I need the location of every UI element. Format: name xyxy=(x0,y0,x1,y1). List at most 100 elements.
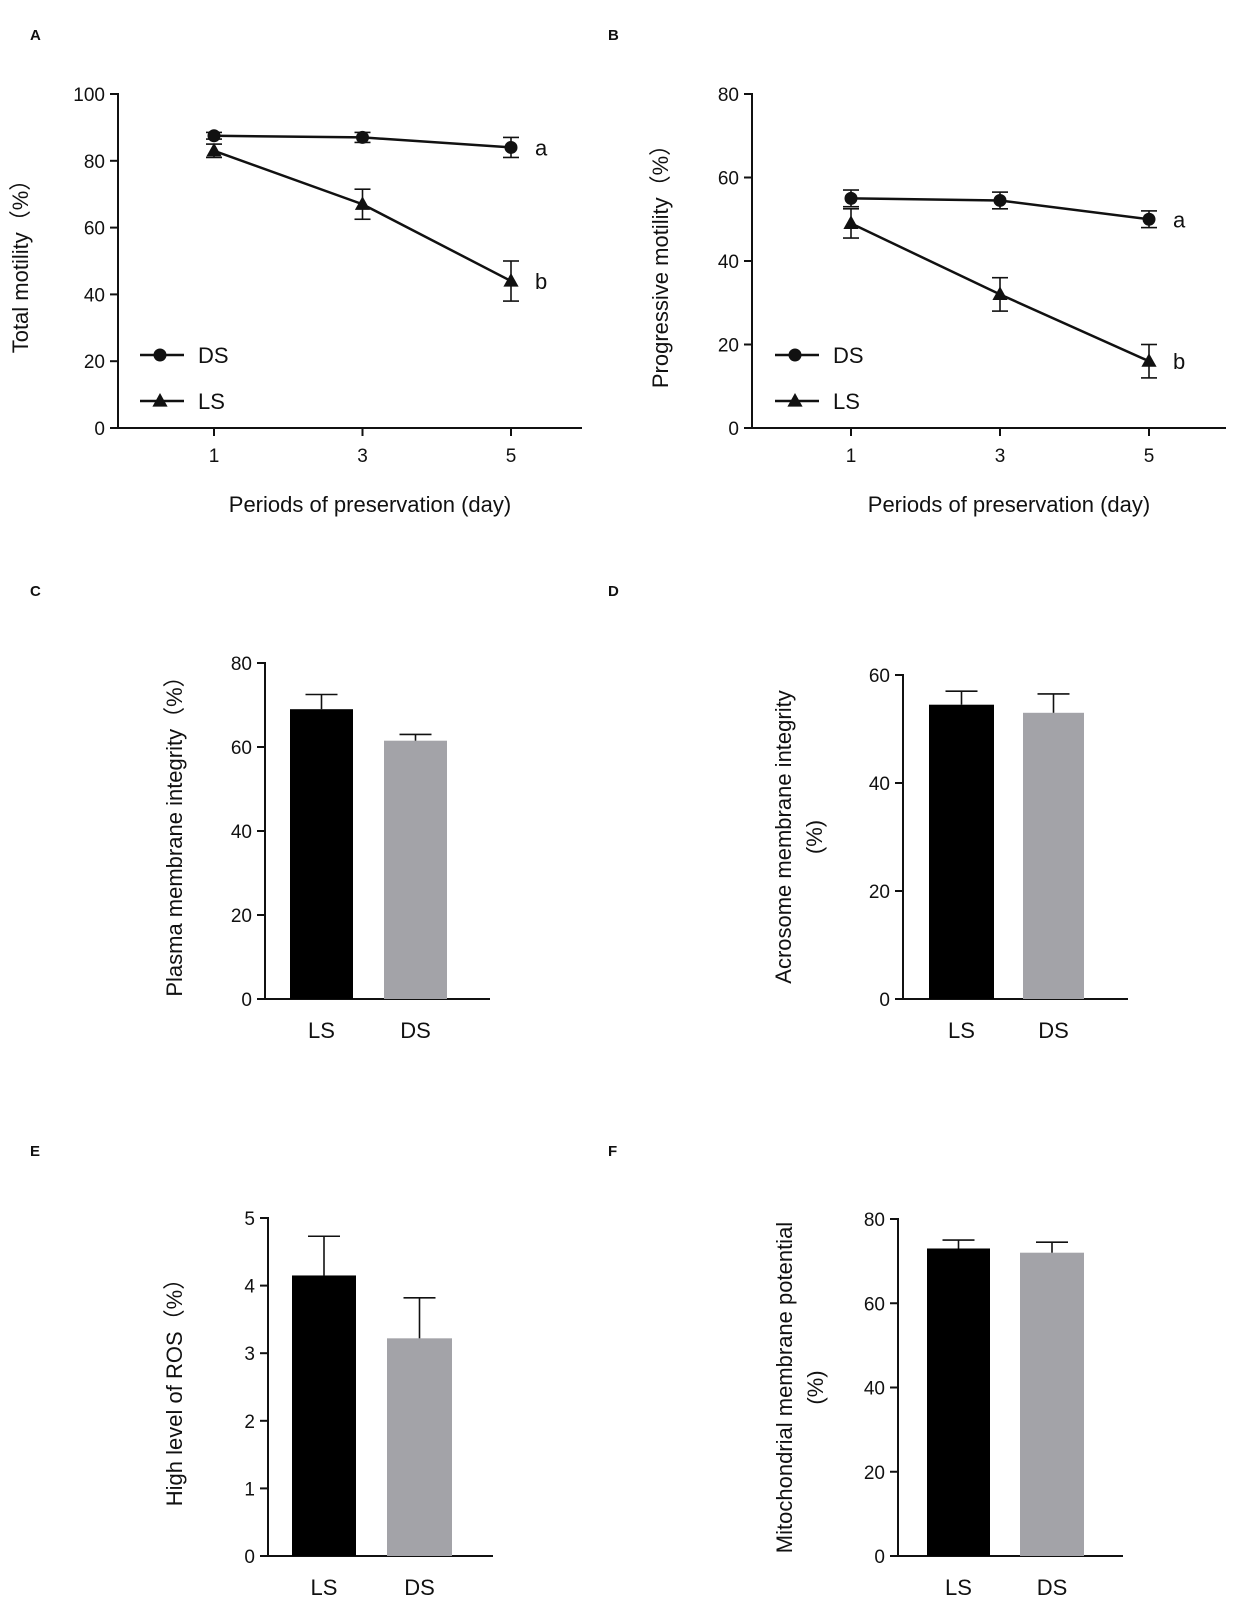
panel-c-y-tick-label: 80 xyxy=(231,654,252,675)
panel-b-legend-label: DS xyxy=(833,343,864,368)
panel-f-x-tick-label: DS xyxy=(1037,1575,1068,1597)
panel-f-y-tick-label: 20 xyxy=(864,1463,885,1484)
panel-d-x-tick-label: LS xyxy=(948,1018,975,1043)
panel-b-series-ls-point xyxy=(992,286,1008,300)
panel-a-series-ds-point xyxy=(504,140,518,154)
panel-d: D 0 20 40 60 Acrosome membrane integrity (%) LS… xyxy=(608,583,1128,1043)
panel-b-legend-label: LS xyxy=(833,389,860,414)
panel-f-y-tick-label: 0 xyxy=(874,1547,885,1568)
panel-a-x-tick-label: 1 xyxy=(209,446,220,467)
panel-a-legend-marker xyxy=(153,348,167,362)
panel-f-x-tick-label: LS xyxy=(945,1575,972,1597)
panel-e-y-tick-label: 3 xyxy=(244,1344,255,1365)
panel-d-x-tick-label: DS xyxy=(1038,1018,1069,1043)
panel-e: E 0 1 2 3 4 5 High level of ROS（%） LS DS xyxy=(30,1143,493,1597)
panel-a-x-tick-label: 3 xyxy=(357,446,368,467)
panel-b-series-ds-point xyxy=(993,193,1007,207)
panel-e-y-tick-label: 5 xyxy=(244,1209,255,1230)
panel-c-x-tick-label: LS xyxy=(308,1018,335,1043)
panel-d-y-tick-label: 60 xyxy=(869,666,890,687)
panel-e-y-tick-label: 4 xyxy=(244,1277,255,1298)
panel-a-legend-label: LS xyxy=(198,389,225,414)
panel-b-series-ds-point xyxy=(844,191,858,205)
panel-f-bar-ds xyxy=(1020,1252,1084,1556)
panel-c-bar-ls xyxy=(290,709,353,999)
panel-d-y-tick-label: 40 xyxy=(869,774,890,795)
panel-a-legend-marker xyxy=(152,393,168,407)
panel-a-series-ls-significance-label: b xyxy=(535,269,547,294)
panel-a-series-ds-significance-label: a xyxy=(535,135,548,160)
panel-a-y-tick-label: 100 xyxy=(73,85,105,106)
panel-b-x-title: Periods of preservation (day) xyxy=(868,492,1150,517)
panel-c-bar-ds xyxy=(384,740,447,999)
panel-a-x-tick-label: 5 xyxy=(506,446,517,467)
panel-b: B 0 20 40 60 80 Progressive motility（%） 1 3 5 Peri… xyxy=(608,27,1226,517)
panel-c-y-tick-label: 40 xyxy=(231,822,252,843)
panel-b-series-ds-point xyxy=(1142,212,1156,226)
panel-e-x-tick-label: DS xyxy=(404,1575,435,1597)
panel-d-y-tick-label: 0 xyxy=(879,990,890,1011)
panel-c-y-tick-label: 20 xyxy=(231,906,252,927)
panel-a-legend-label: DS xyxy=(198,343,229,368)
panel-b-y-tick-label: 40 xyxy=(718,252,739,273)
panel-d-y-title: Acrosome membrane integrity xyxy=(771,690,796,983)
panel-b-x-tick-label: 3 xyxy=(995,446,1006,467)
panel-f-y-title: (%) xyxy=(803,1370,828,1404)
panel-b-letter: B xyxy=(608,27,619,44)
panel-e-bar-ls xyxy=(292,1275,356,1556)
panel-f-y-title: Mitochondrial membrane potential xyxy=(772,1222,797,1553)
panel-c-y-tick-label: 0 xyxy=(241,990,252,1011)
panel-c: C 0 20 40 60 80 Plasma membrane integrity（%） LS… xyxy=(30,583,490,1043)
panel-c-y-title: Plasma membrane integrity（%） xyxy=(162,665,187,996)
panel-a-series-ls-point xyxy=(354,196,371,210)
panel-d-y-tick-label: 20 xyxy=(869,882,890,903)
panel-a-y-tick-label: 60 xyxy=(84,219,105,240)
panel-e-y-title: High level of ROS（%） xyxy=(162,1268,187,1506)
panel-f: F 0 20 40 60 80 Mitochondrial membrane potenti… xyxy=(608,1143,1123,1597)
panel-c-x-tick-label: DS xyxy=(400,1018,431,1043)
panel-d-bar-ls xyxy=(929,704,994,999)
panel-e-bar-ds xyxy=(387,1338,452,1556)
panel-a-series-ds-point xyxy=(207,129,221,143)
panel-b-series-ls-significance-label: b xyxy=(1173,349,1185,374)
panel-b-series-ls-point xyxy=(1141,353,1157,367)
panel-d-bar-ds xyxy=(1023,712,1084,999)
panel-b-y-tick-label: 80 xyxy=(718,85,739,106)
panel-e-x-tick-label: LS xyxy=(311,1575,338,1597)
panel-a: A 0 20 40 60 80 100 Total motility（%） 1 3 5 Periods… xyxy=(8,27,582,517)
panel-e-y-tick-label: 1 xyxy=(244,1479,255,1500)
panel-f-y-tick-label: 40 xyxy=(864,1379,885,1400)
panel-e-letter: E xyxy=(30,1143,40,1160)
panel-a-x-title: Periods of preservation (day) xyxy=(229,492,511,517)
panel-a-y-tick-label: 20 xyxy=(84,352,105,373)
panel-b-y-tick-label: 20 xyxy=(718,336,739,357)
panel-d-letter: D xyxy=(608,583,619,600)
panel-b-y-tick-label: 60 xyxy=(718,169,739,190)
panel-a-series-ls-point xyxy=(503,273,519,287)
panel-a-y-title: Total motility（%） xyxy=(8,169,33,354)
panel-c-letter: C xyxy=(30,583,41,600)
panel-b-x-tick-label: 5 xyxy=(1144,446,1155,467)
panel-f-y-tick-label: 60 xyxy=(864,1294,885,1315)
panel-a-y-tick-label: 0 xyxy=(94,419,105,440)
panel-b-series-ls-point xyxy=(843,215,859,230)
panel-a-y-tick-label: 40 xyxy=(84,285,105,306)
panel-e-y-tick-label: 2 xyxy=(244,1412,255,1433)
panel-b-series-ds-significance-label: a xyxy=(1173,207,1186,232)
panel-f-bar-ls xyxy=(927,1248,990,1556)
panel-b-legend-marker xyxy=(788,348,802,362)
panel-a-series-ls-point xyxy=(206,142,222,157)
panel-f-letter: F xyxy=(608,1143,617,1160)
panel-d-y-title: (%) xyxy=(802,820,827,854)
panel-e-y-tick-label: 0 xyxy=(244,1547,255,1568)
panel-b-y-tick-label: 0 xyxy=(728,419,739,440)
panel-a-letter: A xyxy=(30,27,41,44)
panel-c-y-tick-label: 60 xyxy=(231,738,252,759)
panel-a-y-tick-label: 80 xyxy=(84,152,105,173)
panel-b-y-title: Progressive motility（%） xyxy=(648,134,673,388)
panel-b-legend-marker xyxy=(787,393,803,407)
panel-b-x-tick-label: 1 xyxy=(846,446,857,467)
panel-f-y-tick-label: 80 xyxy=(864,1210,885,1231)
panel-a-series-ds-point xyxy=(356,130,369,144)
